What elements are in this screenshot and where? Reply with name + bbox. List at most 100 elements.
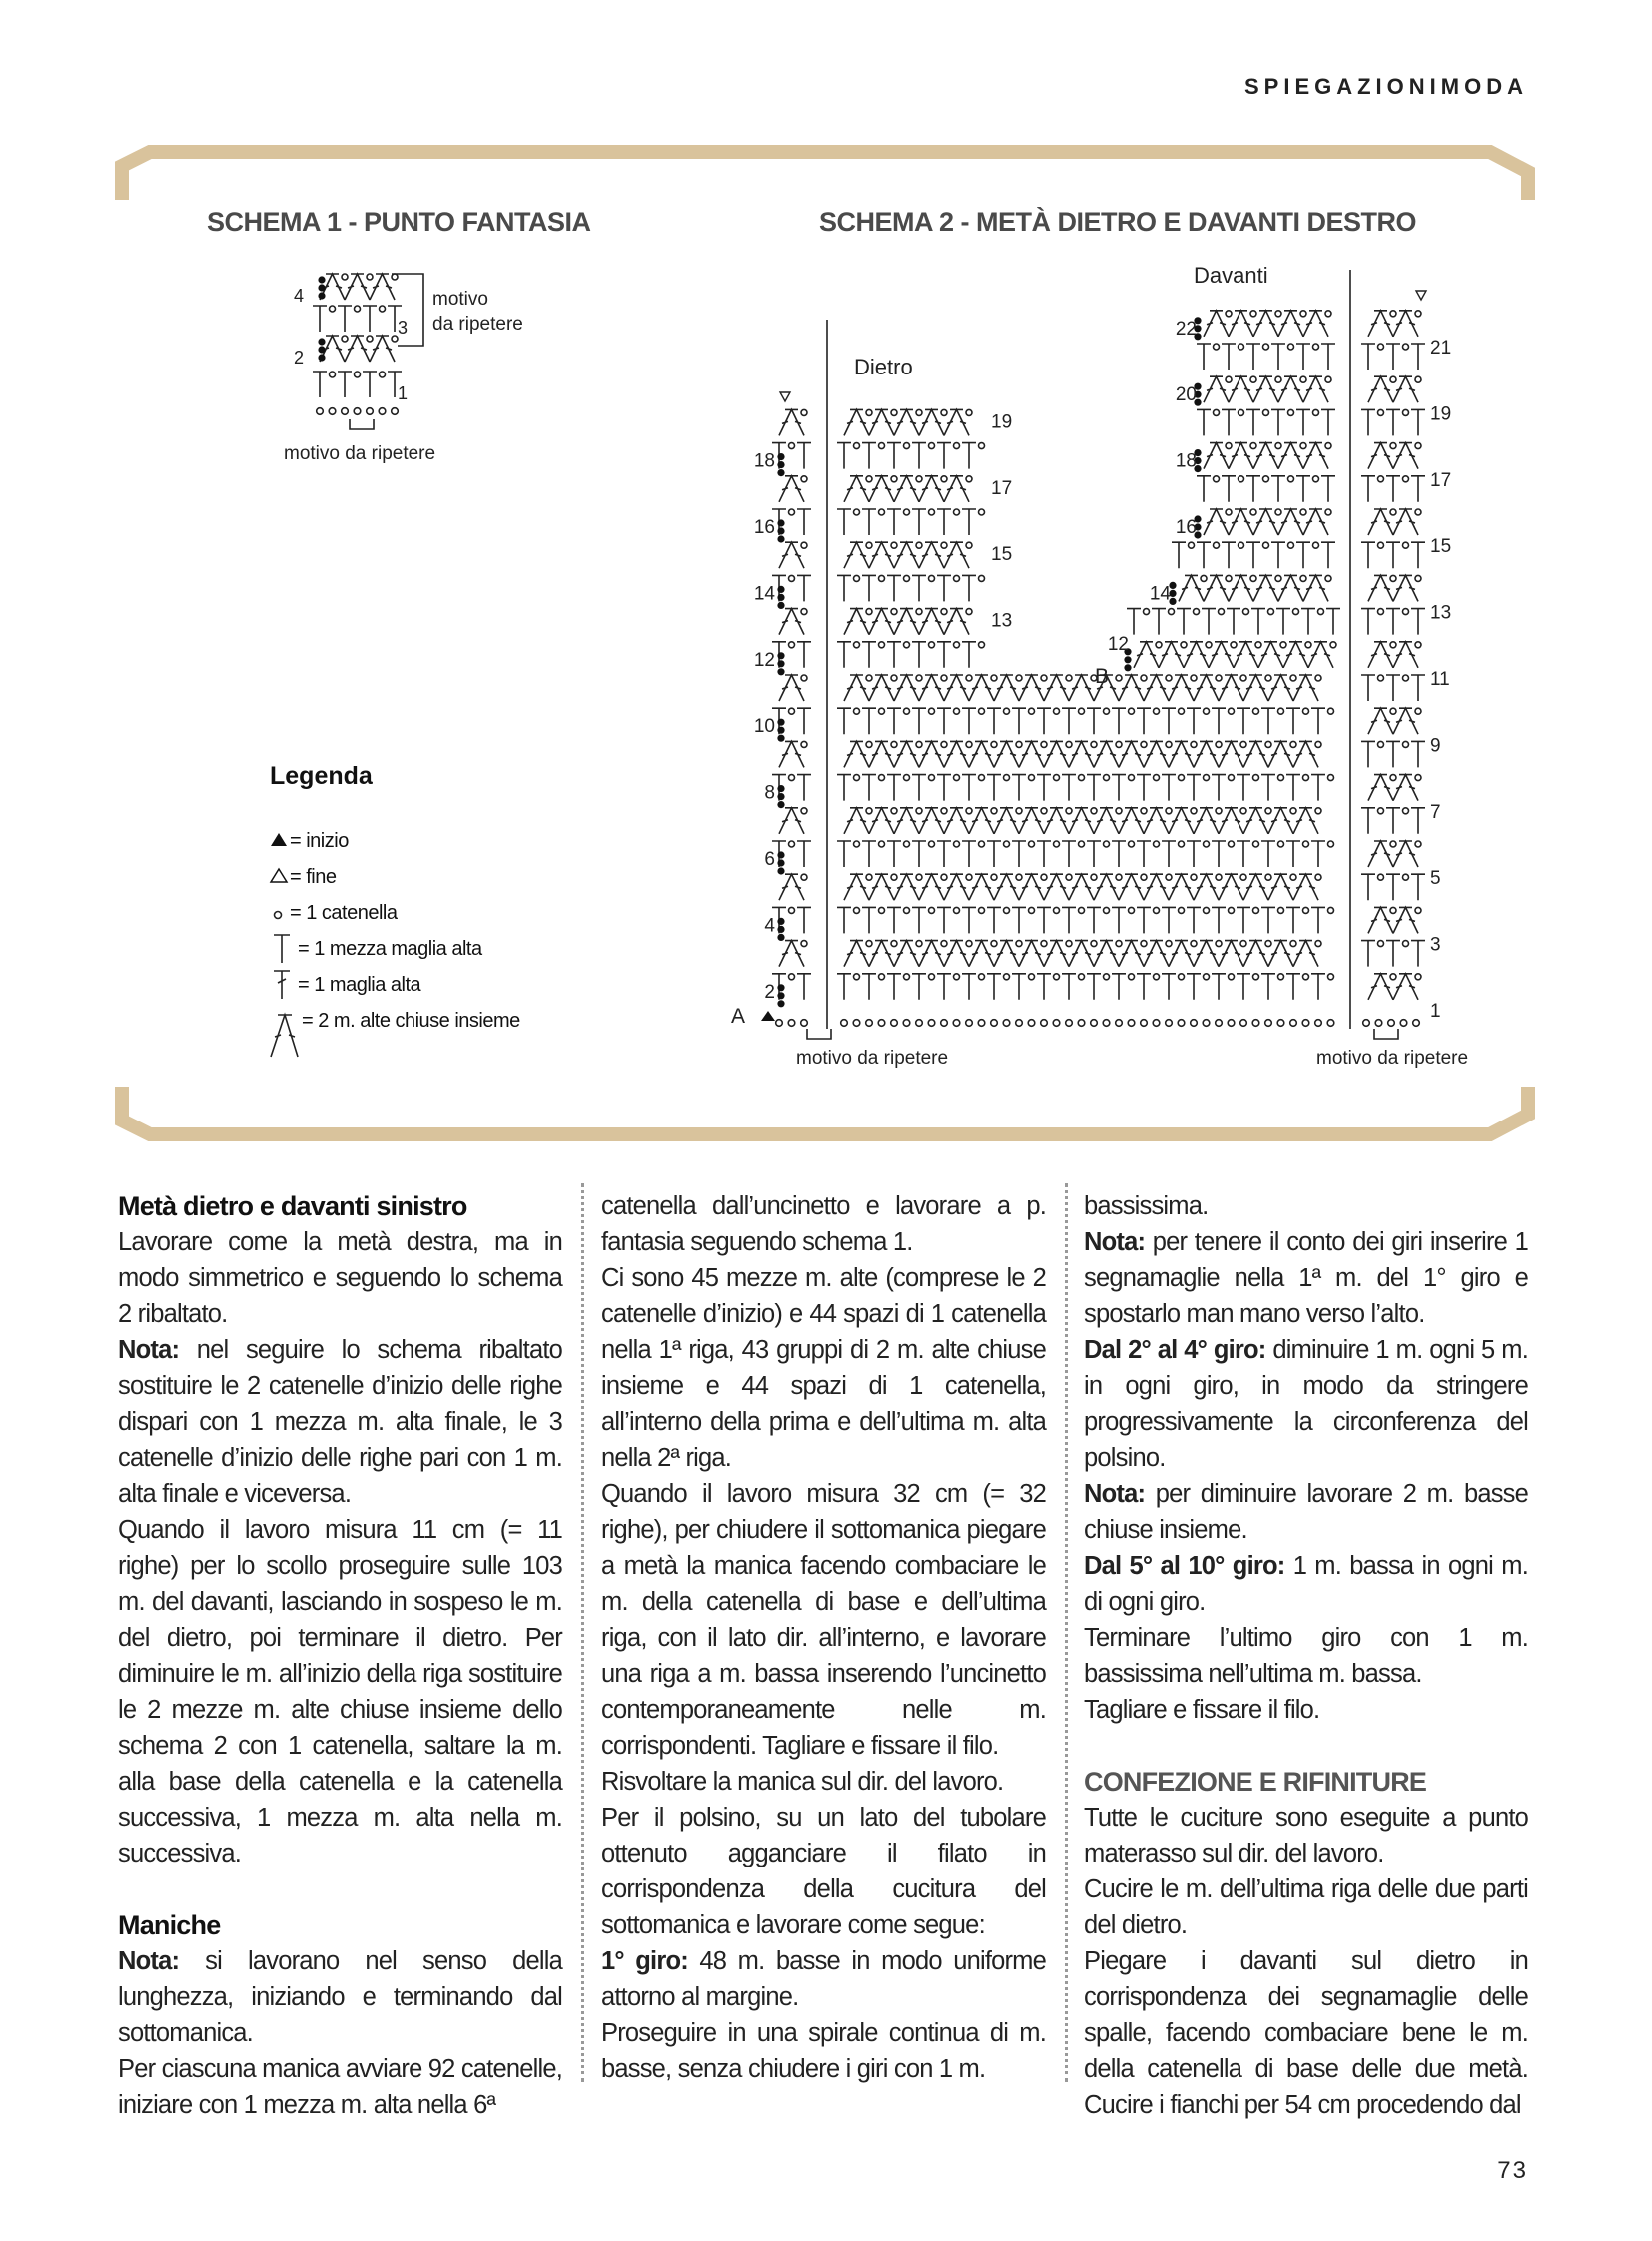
chain-circle-icon: [1239, 873, 1247, 882]
half-treble-icon: [1062, 840, 1076, 867]
chain-circle-icon: [865, 607, 873, 616]
chain-circle-icon: [328, 406, 337, 416]
half-treble-icon: [1296, 343, 1310, 370]
treble-2tog-icon: [1118, 805, 1145, 835]
chain-circle-icon: [965, 740, 973, 749]
chain-circle-icon: [877, 840, 886, 848]
half-treble-icon: [1237, 707, 1250, 735]
half-treble-icon: [1087, 906, 1101, 934]
chain-circle-icon: [1190, 939, 1198, 948]
turning-chain-dot: [777, 601, 785, 610]
paragraph: Dal 5° al 10° giro: 1 m. bassa in ogni m…: [1084, 1548, 1529, 1620]
half-treble-icon: [912, 973, 926, 1000]
chain-circle-icon: [977, 773, 986, 782]
chain-circle-icon: [940, 674, 948, 682]
half-treble-icon: [797, 508, 811, 535]
turning-chain-dot: [1124, 648, 1132, 656]
treble-2tog-icon: [943, 673, 970, 702]
chain-circle-icon: [1324, 574, 1332, 583]
schema2-diagram: [761, 270, 1428, 1040]
chain-circle-icon: [1140, 806, 1148, 815]
chain-circle-icon: [1002, 972, 1011, 981]
treble-2tog-icon: [1252, 573, 1279, 602]
paragraph-lead: 1° giro:: [601, 1947, 689, 1975]
treble-2tog-icon: [1267, 938, 1294, 967]
treble-2tog-icon: [778, 739, 805, 768]
turning-chain-dot: [777, 519, 785, 527]
half-treble-icon: [363, 371, 377, 397]
half-treble-icon: [912, 707, 926, 735]
chain-circle-icon: [800, 474, 808, 483]
chain-circle-icon: [1190, 873, 1198, 882]
half-treble-icon: [912, 508, 926, 535]
half-treble-icon: [837, 840, 851, 867]
half-treble-icon: [1386, 475, 1400, 502]
section-heading: CONFEZIONE E RIFINITURE: [1084, 1767, 1427, 1797]
paragraph: Per il polsino, su un lato del tubolare …: [601, 1800, 1047, 1943]
chain-circle-icon: [1065, 674, 1073, 682]
chain-circle-icon: [787, 441, 796, 450]
chain-circle-icon: [1389, 840, 1397, 848]
chain-circle-icon: [865, 408, 873, 417]
turning-chain-dot: [777, 535, 785, 543]
chain-circle-icon: [273, 910, 283, 920]
chain-circle-icon: [952, 640, 961, 649]
treble-2tog-icon: [893, 606, 920, 635]
half-treble-icon: [1162, 973, 1176, 1000]
half-treble-icon: [1301, 607, 1315, 635]
chain-circle-icon: [1376, 740, 1385, 749]
chain-circle-icon: [1102, 707, 1111, 716]
repeat-label: motivo da ripetere: [1316, 1048, 1468, 1069]
treble-2tog-icon: [868, 872, 895, 901]
chain-circle-icon: [989, 1018, 999, 1028]
chain-circle-icon: [915, 607, 923, 616]
half-treble-icon: [912, 641, 926, 668]
half-treble-icon: [1261, 707, 1275, 735]
legend-item-label: = fine: [290, 866, 337, 888]
paragraph: Tutte le cuciture sono eseguite a punto …: [1084, 1800, 1529, 1871]
half-treble-icon: [1187, 906, 1201, 934]
half-treble-icon: [1361, 343, 1375, 370]
treble-2tog-icon: [1143, 938, 1170, 967]
treble-2tog-icon: [1367, 905, 1394, 934]
chain-circle-icon: [1286, 541, 1295, 550]
chain-circle-icon: [1192, 607, 1201, 616]
paragraph: Nota: nel seguire lo schema ribaltato so…: [118, 1332, 563, 1512]
treble-2tog-icon: [1183, 639, 1210, 669]
half-treble-icon: [1311, 707, 1325, 735]
turning-chain-dot: [777, 718, 785, 726]
treble-2tog-icon: [868, 473, 895, 503]
turning-chain-dot: [777, 734, 785, 742]
treble-2tog-icon: [1302, 440, 1329, 469]
treble-2tog-icon: [1242, 673, 1269, 702]
chain-circle-icon: [1276, 773, 1285, 782]
chain-circle-icon: [1249, 309, 1257, 318]
half-treble-icon: [1361, 541, 1375, 569]
paragraph-text: per diminuire lavorare 2 m. basse chiuse…: [1084, 1480, 1529, 1544]
chain-circle-icon: [1152, 773, 1161, 782]
chain-circle-icon: [865, 474, 873, 483]
chain-circle-icon: [1090, 939, 1098, 948]
half-treble-icon: [363, 305, 377, 332]
chain-circle-icon: [1027, 840, 1036, 848]
half-treble-icon: [1212, 906, 1226, 934]
repeat-bracket: [1373, 1029, 1399, 1040]
half-treble-icon: [1326, 607, 1340, 635]
half-treble-icon: [837, 707, 851, 735]
half-treble-icon: [1187, 840, 1201, 867]
text-column-1: Metà dietro e davanti sinistro Lavorare c…: [118, 1188, 563, 2123]
chain-circle-icon: [927, 640, 936, 649]
chain-circle-icon: [390, 406, 400, 416]
chain-circle-icon: [1289, 806, 1297, 815]
chain-circle-icon: [977, 906, 986, 915]
chain-circle-icon: [902, 640, 911, 649]
half-treble-icon: [937, 508, 951, 535]
paragraph: Per ciascuna manica avviare 92 catenelle…: [118, 2051, 563, 2123]
half-treble-icon: [1137, 973, 1151, 1000]
chain-circle-icon: [799, 1018, 809, 1028]
chain-circle-icon: [1239, 674, 1247, 682]
chain-circle-icon: [1102, 840, 1111, 848]
chain-circle-icon: [353, 406, 362, 416]
treble-2tog-icon: [1168, 805, 1195, 835]
